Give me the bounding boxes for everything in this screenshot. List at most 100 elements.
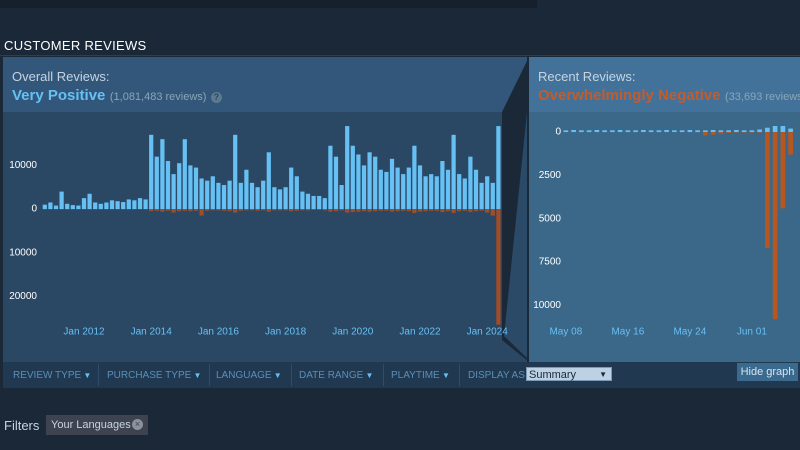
bar (227, 209, 232, 212)
bar (479, 209, 484, 211)
bar (473, 209, 479, 212)
bar (160, 139, 165, 210)
bar (261, 180, 266, 210)
bar (311, 195, 316, 210)
x-tick-label: Jan 2012 (63, 327, 105, 338)
bar (154, 156, 159, 210)
bar (434, 209, 439, 211)
bar (496, 209, 501, 325)
bar (468, 209, 473, 213)
bar (710, 129, 716, 133)
recent-rating: Overwhelmingly Negative (538, 87, 721, 104)
bar (339, 185, 344, 210)
bar (305, 193, 311, 210)
x-tick-label: Jan 2016 (198, 327, 240, 338)
bar (367, 209, 372, 212)
bar (294, 176, 299, 210)
bar (65, 203, 70, 210)
overall-header (3, 57, 527, 112)
recent-label: Recent Reviews: (538, 69, 636, 84)
bar (780, 132, 786, 209)
bar (641, 129, 646, 133)
bar (283, 187, 288, 210)
bar (367, 152, 372, 210)
bar (602, 130, 607, 133)
bar (177, 209, 182, 212)
bar (610, 130, 615, 133)
bar (579, 130, 584, 133)
x-tick-label: Jan 2024 (467, 327, 509, 338)
x-tick-label: Jan 2014 (131, 327, 173, 338)
bar (457, 174, 462, 210)
overall-count: (1,081,483 reviews) (109, 91, 207, 103)
section-title: CUSTOMER REVIEWS (4, 38, 147, 53)
bar (462, 209, 467, 211)
bar (780, 125, 786, 133)
bar (266, 152, 271, 210)
bar (328, 209, 333, 212)
bar (749, 132, 755, 133)
bar (193, 167, 199, 210)
bar (87, 193, 92, 210)
x-tick-label: May 16 (611, 327, 644, 338)
bar (401, 174, 406, 210)
bar (249, 209, 255, 211)
bar (233, 134, 238, 210)
hide-graph-button[interactable]: Hide graph (737, 363, 798, 381)
bar (726, 130, 731, 133)
bar (384, 171, 389, 210)
bar (233, 209, 238, 213)
bar (93, 202, 98, 210)
y-tick-label: 10000 (533, 300, 561, 311)
x-tick-label: Jan 2018 (265, 327, 307, 338)
filter-dropdown[interactable]: REVIEW TYPE ▼ (13, 370, 91, 381)
bar (664, 129, 669, 133)
bar (345, 126, 350, 210)
bar (695, 130, 700, 133)
filter-dropdown[interactable]: PLAYTIME ▼ (391, 370, 450, 381)
bar (473, 169, 479, 210)
bar (165, 209, 171, 211)
bar (42, 204, 47, 210)
bar (361, 209, 367, 212)
bar (182, 209, 187, 211)
x-tick-label: Jan 2022 (399, 327, 441, 338)
bar (423, 209, 428, 212)
bar (339, 209, 344, 211)
bar (115, 201, 120, 210)
bar (104, 202, 109, 210)
filter-dropdown[interactable]: DATE RANGE ▼ (299, 370, 373, 381)
bar (216, 182, 221, 210)
bar (361, 165, 367, 210)
bar (594, 129, 600, 133)
bar (205, 180, 210, 210)
display-select[interactable]: Summary ▼ (526, 367, 612, 381)
select-arrow: ▼ (599, 370, 607, 379)
bar (451, 209, 456, 213)
top-strip (0, 0, 537, 8)
filter-chip[interactable]: Your Languages × (46, 415, 148, 435)
chart: 0 10000 10000 20000 Jan 2012 Jan 2014 Jan 2016… (9, 126, 508, 338)
bar (772, 132, 778, 320)
bar (417, 209, 423, 212)
dropdown-arrow: ▼ (81, 371, 92, 380)
help-icon[interactable]: ? (210, 92, 222, 103)
bar (149, 209, 154, 212)
bar (317, 209, 322, 210)
chart: 0 2500 5000 7500 10000 May 08 May 16 May 24 Jun … (533, 125, 793, 338)
bar (356, 154, 361, 210)
bar (300, 209, 305, 211)
bar (171, 209, 176, 213)
filter-dropdown[interactable]: LANGUAGE ▼ (216, 370, 282, 381)
dropdown-arrow: ▼ (439, 371, 450, 380)
bar (165, 161, 171, 210)
bar (485, 176, 490, 210)
display-value: Summary (529, 369, 577, 381)
bar (227, 180, 232, 210)
filter-dropdown[interactable]: PURCHASE TYPE ▼ (107, 370, 201, 381)
x-tick-label: May 24 (673, 327, 706, 338)
bar (571, 129, 576, 133)
chip-remove[interactable]: × (132, 419, 143, 430)
